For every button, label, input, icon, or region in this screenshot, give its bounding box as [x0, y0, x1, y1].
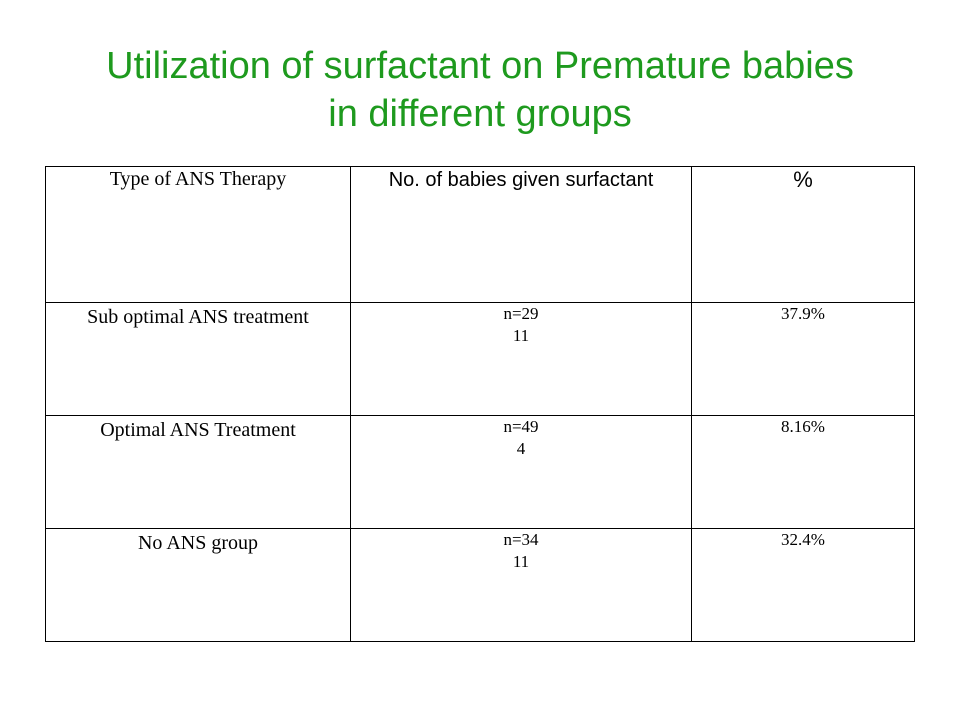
group-cell: No ANS group [45, 528, 351, 642]
slide-title-line-1: Utilization of surfactant on Premature b… [106, 45, 854, 87]
slide-title-line-2: in different groups [328, 93, 632, 135]
percent-cell: 8.16% [691, 415, 915, 529]
surfactant-count: 11 [512, 552, 530, 571]
surfactant-count: 11 [512, 326, 530, 345]
header-ans-therapy-type: Type of ANS Therapy [45, 166, 351, 303]
surfactant-count: 4 [516, 439, 526, 458]
slide-title: Utilization of surfactant on Premature b… [0, 42, 960, 138]
group-cell: Optimal ANS Treatment [45, 415, 351, 529]
percent-cell: 37.9% [691, 302, 915, 416]
surfactant-table: Type of ANS Therapy No. of babies given … [45, 166, 915, 642]
table-row: Sub optimal ANS treatment n=29 11 37.9% [45, 302, 915, 416]
percent-cell: 32.4% [691, 528, 915, 642]
table-row: No ANS group n=34 11 32.4% [45, 528, 915, 642]
group-size: n=49 [503, 417, 539, 436]
group-cell: Sub optimal ANS treatment [45, 302, 351, 416]
babies-cell: n=34 11 [350, 528, 692, 642]
header-percent: % [691, 166, 915, 303]
babies-cell: n=29 11 [350, 302, 692, 416]
table-header-row: Type of ANS Therapy No. of babies given … [45, 166, 915, 303]
header-babies-given-surfactant: No. of babies given surfactant [350, 166, 692, 303]
babies-cell: n=49 4 [350, 415, 692, 529]
table-row: Optimal ANS Treatment n=49 4 8.16% [45, 415, 915, 529]
group-size: n=29 [503, 304, 539, 323]
group-size: n=34 [503, 530, 539, 549]
